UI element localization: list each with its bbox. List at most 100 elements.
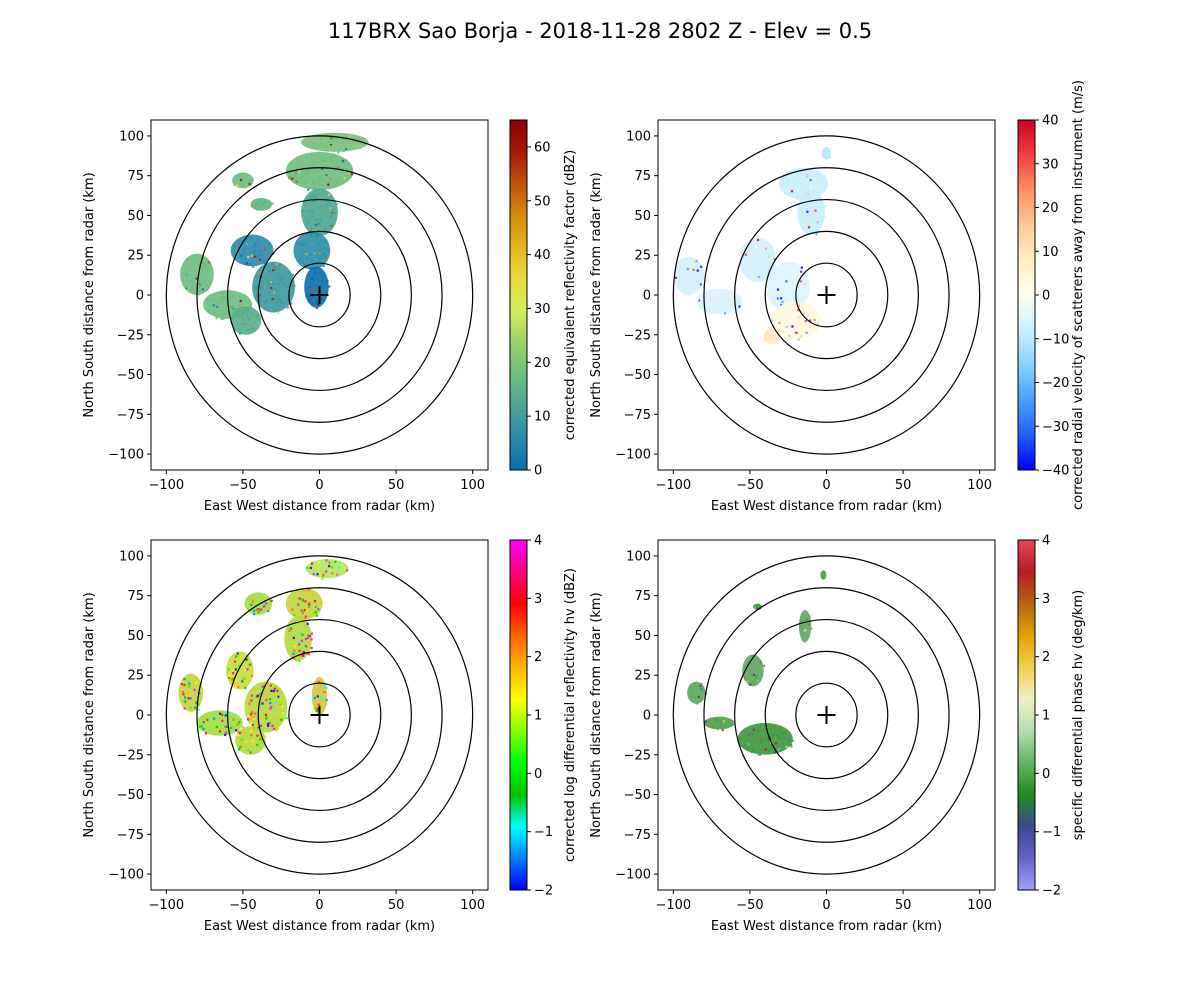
echo-pixel [313, 199, 316, 203]
echo-pixel [796, 302, 799, 305]
echo-pixel [815, 233, 818, 236]
echo-pixel [320, 138, 323, 141]
echo-pixel [204, 732, 208, 735]
echo-pixel [820, 222, 823, 225]
echo-pixel [743, 676, 746, 679]
echo-pixel [238, 303, 241, 306]
echo-pixel [260, 254, 263, 257]
panel-top-right: −100 −50 0 50 100−100−75−50−250255075100East… [589, 80, 1086, 514]
echo-pixel [307, 173, 310, 176]
echo-pixel [807, 185, 810, 188]
echo-pixel [315, 284, 318, 287]
echo-pixel [314, 707, 317, 710]
echo-pixel [804, 320, 807, 323]
echo-pixel [783, 322, 786, 325]
y-tick-label: 75 [127, 169, 144, 184]
echo-pixel [785, 746, 788, 749]
echo-pixel [290, 627, 293, 630]
echo-pixel [755, 245, 758, 248]
echo-pixel [329, 215, 332, 218]
echo-pixel [692, 260, 695, 264]
echo-pixel [785, 280, 788, 283]
echo-pixel [821, 205, 824, 208]
echo-region [304, 266, 329, 308]
echo-pixel [768, 255, 771, 258]
echo-pixel [221, 295, 224, 298]
echo-pixel [311, 194, 314, 197]
echo-pixel [220, 298, 223, 301]
echo-pixel [731, 302, 734, 306]
echo-pixel [268, 270, 271, 273]
echo-pixel [807, 203, 810, 206]
echo-pixel [748, 276, 751, 279]
echo-pixel [299, 258, 302, 262]
echo-pixel [251, 312, 255, 316]
echo-pixel [327, 183, 330, 186]
echo-pixel [202, 727, 205, 730]
y-tick-label: 100 [626, 549, 651, 564]
echo-pixel [223, 312, 226, 315]
echo-pixel [341, 162, 344, 165]
echo-pixel [745, 256, 748, 259]
y-tick-label: −75 [117, 408, 144, 423]
echo-pixel [263, 286, 266, 289]
echo-pixel [774, 729, 777, 732]
echo-region [703, 716, 735, 730]
echo-pixel [250, 263, 253, 266]
echo-pixel [808, 615, 811, 618]
x-tick-label: 100 [967, 478, 992, 493]
echo-pixel [288, 272, 291, 275]
echo-pixel [230, 726, 233, 729]
echo-pixel [321, 167, 324, 170]
echo-pixel [277, 282, 280, 285]
echo-pixel [237, 685, 240, 689]
echo-pixel [294, 171, 297, 175]
echo-pixel [236, 652, 239, 655]
echo-pixel [716, 718, 719, 721]
echo-pixel [239, 254, 242, 257]
echo-pixel [329, 207, 332, 210]
echo-pixel [300, 654, 303, 657]
x-tick-label: −100 [148, 478, 184, 493]
echo-pixel [309, 298, 312, 301]
echo-pixel [344, 159, 347, 162]
echo-pixel [819, 175, 822, 178]
range-ring [257, 230, 382, 360]
echo-pixel [752, 748, 755, 751]
echo-pixel [258, 294, 261, 297]
echo-pixel [810, 220, 813, 223]
echo-pixel [779, 283, 782, 286]
echo-pixel [799, 280, 802, 283]
echo-pixel [292, 647, 295, 650]
echo-pixel [202, 281, 205, 284]
echo-pixel [705, 720, 708, 723]
echo-pixel [782, 285, 785, 288]
echo-pixel [775, 338, 778, 341]
echo-pixel [317, 303, 320, 306]
x-tick-label: −50 [736, 898, 763, 913]
echo-pixel [245, 262, 248, 265]
y-tick-label: −75 [624, 828, 651, 843]
echo-pixel [219, 730, 222, 733]
echo-pixel [750, 750, 753, 754]
echo-pixel [195, 681, 198, 684]
echo-pixel [271, 724, 274, 727]
echo-pixel [746, 747, 749, 750]
echo-pixel [331, 160, 334, 163]
echo-pixel [280, 718, 283, 721]
panel-top-left: −100 −50 0 50 100−100−75−50−250255075100East… [82, 119, 578, 514]
echo-pixel [261, 202, 264, 205]
echo-region [230, 234, 274, 267]
echo-pixel [231, 669, 234, 672]
echo-pixel [747, 743, 750, 746]
colorbar [509, 119, 528, 471]
echo-pixel [318, 255, 321, 258]
echo-pixel [298, 649, 301, 652]
echo-pixel [304, 618, 307, 621]
echo-pixel [807, 280, 811, 284]
echo-pixel [798, 318, 801, 321]
echo-pixel [220, 290, 223, 294]
y-tick-label: 25 [127, 669, 144, 684]
echo-pixel [794, 331, 797, 334]
echo-pixel [790, 267, 793, 270]
